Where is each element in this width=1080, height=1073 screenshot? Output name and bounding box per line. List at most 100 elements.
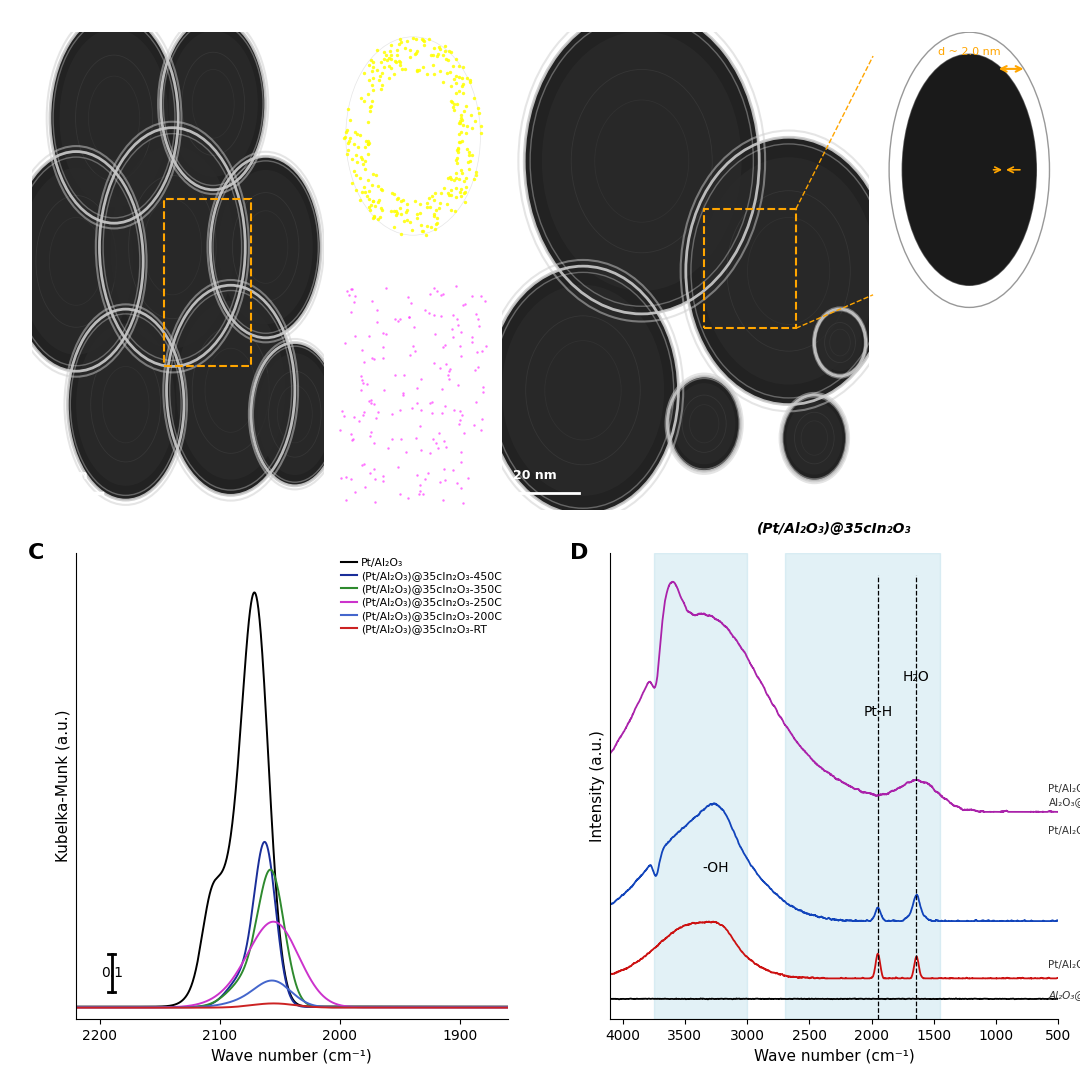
Point [359, 376, 376, 393]
Point [363, 176, 380, 193]
Point [440, 185, 457, 202]
Point [391, 200, 408, 217]
Point [445, 70, 462, 87]
Point [347, 123, 364, 141]
Point [378, 52, 395, 69]
Point [375, 339, 392, 356]
Circle shape [19, 168, 133, 355]
Point [362, 394, 379, 411]
Bar [704, 209, 796, 328]
Point [411, 476, 429, 494]
Point [450, 114, 468, 131]
Point [346, 409, 363, 426]
Point [362, 391, 379, 408]
Point [448, 75, 465, 92]
Point [430, 440, 447, 457]
Point [469, 343, 486, 361]
Point [443, 44, 460, 61]
Point [374, 472, 391, 489]
Circle shape [59, 29, 168, 207]
Text: -OH: -OH [703, 861, 729, 874]
Point [450, 171, 468, 188]
Point [891, 136, 908, 153]
Circle shape [786, 401, 842, 474]
Point [376, 382, 393, 399]
Point [463, 119, 481, 136]
Point [361, 57, 378, 74]
Point [456, 425, 473, 442]
Point [455, 103, 472, 120]
Point [443, 321, 460, 338]
Point [451, 480, 469, 497]
Point [345, 294, 362, 311]
Point [364, 293, 381, 310]
Point [436, 336, 454, 353]
Point [903, 233, 920, 250]
Text: Al₂O₃@In₂O₃: Al₂O₃@In₂O₃ [1049, 990, 1080, 1000]
Point [402, 48, 419, 65]
Point [453, 111, 470, 128]
Point [451, 338, 469, 355]
Point [451, 134, 469, 151]
Point [346, 135, 363, 152]
Point [337, 468, 354, 485]
Point [456, 193, 473, 210]
Point [389, 205, 406, 222]
Bar [784, 553, 940, 1019]
Point [365, 435, 382, 452]
Point [360, 113, 377, 130]
Point [436, 460, 454, 477]
Circle shape [9, 151, 144, 371]
Point [472, 124, 489, 142]
Point [375, 58, 392, 75]
Point [378, 325, 395, 342]
Point [406, 45, 423, 62]
Point [408, 30, 426, 47]
Point [348, 166, 365, 183]
Point [408, 43, 426, 60]
Point [450, 415, 468, 432]
Point [463, 334, 481, 351]
Point [983, 45, 1000, 62]
Point [424, 430, 442, 447]
Point [354, 156, 372, 173]
Point [445, 95, 462, 113]
Point [380, 440, 397, 457]
Point [397, 202, 415, 219]
Point [419, 465, 436, 482]
Point [353, 456, 370, 473]
Point [454, 407, 471, 424]
Point [428, 201, 445, 218]
Point [447, 202, 464, 219]
Point [408, 467, 426, 484]
Text: 0.1: 0.1 [100, 966, 123, 980]
Point [380, 69, 397, 86]
Point [924, 56, 942, 73]
Point [449, 317, 467, 334]
Point [477, 337, 495, 354]
Point [364, 76, 381, 93]
Point [415, 222, 432, 239]
Point [443, 186, 460, 203]
Circle shape [161, 18, 266, 190]
Point [346, 288, 363, 305]
Point [414, 222, 431, 239]
Point [363, 92, 380, 109]
Point [356, 138, 374, 156]
Point [447, 164, 464, 181]
Point [383, 185, 401, 202]
Point [407, 342, 424, 359]
Point [448, 310, 465, 327]
Point [441, 168, 458, 186]
Point [386, 202, 403, 219]
Point [460, 160, 477, 177]
Point [368, 313, 386, 330]
Point [397, 443, 415, 460]
Point [369, 194, 387, 211]
Point [454, 85, 471, 102]
Point [342, 304, 360, 321]
Text: Pt-H: Pt-H [863, 705, 892, 719]
Point [445, 102, 462, 119]
Point [426, 65, 443, 83]
Point [424, 46, 442, 63]
